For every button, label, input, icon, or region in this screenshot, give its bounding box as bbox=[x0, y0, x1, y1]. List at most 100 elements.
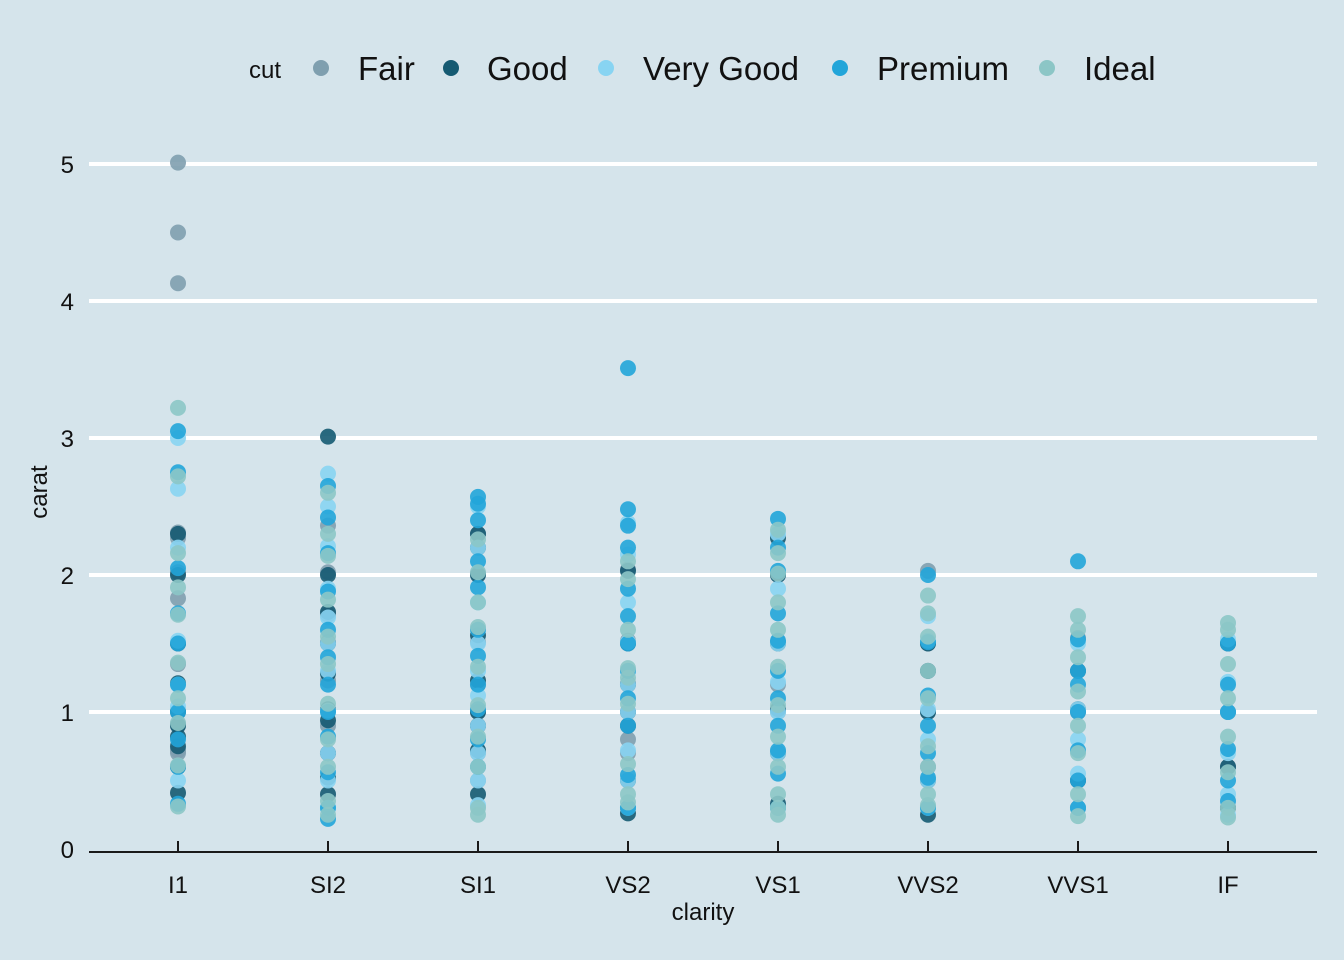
data-point bbox=[770, 521, 786, 538]
data-point bbox=[170, 704, 186, 720]
data-point bbox=[320, 465, 336, 482]
legend-label: Good bbox=[487, 50, 568, 87]
data-point bbox=[320, 567, 336, 583]
data-point bbox=[920, 786, 936, 803]
data-point bbox=[620, 635, 636, 652]
data-point bbox=[1220, 809, 1236, 826]
data-point bbox=[470, 717, 486, 734]
legend-label: Fair bbox=[358, 50, 415, 87]
data-point bbox=[170, 480, 186, 497]
data-point bbox=[920, 662, 936, 679]
data-point bbox=[1220, 764, 1236, 781]
data-point bbox=[1070, 621, 1086, 638]
x-tick-label: SI1 bbox=[460, 872, 496, 899]
data-point bbox=[1220, 676, 1236, 693]
data-point bbox=[620, 695, 636, 712]
data-point bbox=[620, 794, 636, 811]
data-point bbox=[320, 758, 336, 775]
data-point bbox=[470, 564, 486, 581]
data-point bbox=[920, 717, 936, 734]
x-tick-label: VS2 bbox=[605, 872, 650, 899]
data-point bbox=[1070, 772, 1086, 789]
data-points bbox=[170, 154, 1236, 827]
data-point bbox=[470, 512, 486, 529]
data-point bbox=[170, 579, 186, 596]
legend-label: Ideal bbox=[1084, 50, 1156, 87]
data-point bbox=[320, 484, 336, 501]
data-point bbox=[770, 758, 786, 775]
x-tick-label: IF bbox=[1217, 872, 1238, 899]
data-point bbox=[620, 731, 636, 748]
data-point bbox=[920, 567, 936, 583]
data-point bbox=[170, 606, 186, 623]
data-point bbox=[620, 717, 636, 734]
data-point bbox=[920, 738, 936, 755]
y-tick-label: 1 bbox=[61, 700, 74, 727]
data-point bbox=[170, 154, 186, 171]
data-point bbox=[170, 590, 186, 607]
data-point bbox=[1070, 649, 1086, 666]
data-point bbox=[770, 786, 786, 803]
data-point bbox=[770, 742, 786, 759]
data-point bbox=[1070, 745, 1086, 762]
x-axis-ticks: I1 SI2 SI1 VS2 VS1 VVS2 VVS1 IF bbox=[168, 841, 1239, 899]
data-point bbox=[170, 798, 186, 815]
data-point bbox=[770, 632, 786, 649]
legend-swatch bbox=[598, 60, 614, 76]
data-point bbox=[770, 565, 786, 582]
data-point bbox=[320, 609, 336, 626]
data-point bbox=[1070, 662, 1086, 679]
data-point bbox=[470, 647, 486, 664]
data-point bbox=[620, 767, 636, 784]
data-point bbox=[770, 510, 786, 527]
data-point bbox=[470, 758, 486, 775]
data-point bbox=[620, 742, 636, 759]
x-tick-label: SI2 bbox=[310, 872, 346, 899]
data-point bbox=[770, 806, 786, 823]
gridlines bbox=[89, 162, 1317, 714]
data-point bbox=[1220, 690, 1236, 707]
data-point bbox=[620, 553, 636, 570]
data-point bbox=[920, 605, 936, 622]
data-point bbox=[1220, 728, 1236, 745]
data-point bbox=[1220, 621, 1236, 638]
data-point bbox=[170, 635, 186, 652]
data-point bbox=[620, 608, 636, 625]
data-point bbox=[320, 428, 336, 445]
y-tick-label: 3 bbox=[61, 426, 74, 453]
legend-swatch bbox=[313, 60, 329, 76]
data-point bbox=[320, 525, 336, 542]
data-point bbox=[320, 591, 336, 608]
data-point bbox=[620, 360, 636, 377]
data-point bbox=[470, 495, 486, 512]
data-point bbox=[470, 806, 486, 823]
data-point bbox=[470, 531, 486, 548]
data-point bbox=[920, 587, 936, 604]
data-point bbox=[470, 579, 486, 596]
data-point bbox=[470, 728, 486, 745]
data-point bbox=[470, 553, 486, 570]
data-point bbox=[170, 784, 186, 801]
data-point bbox=[470, 635, 486, 652]
data-point bbox=[320, 695, 336, 712]
data-point bbox=[170, 654, 186, 671]
x-tick-label: VVS1 bbox=[1047, 872, 1108, 899]
y-tick-label: 0 bbox=[61, 837, 74, 864]
data-point bbox=[770, 594, 786, 611]
data-point bbox=[620, 517, 636, 534]
legend-item-fair: Fair bbox=[313, 50, 415, 87]
data-point bbox=[770, 605, 786, 622]
data-point bbox=[770, 580, 786, 597]
data-point bbox=[1220, 635, 1236, 652]
data-point bbox=[470, 697, 486, 714]
data-point bbox=[170, 731, 186, 748]
data-point bbox=[1070, 704, 1086, 720]
data-point bbox=[1070, 786, 1086, 803]
data-point bbox=[320, 676, 336, 693]
data-point bbox=[770, 673, 786, 690]
data-point bbox=[170, 714, 186, 731]
data-point bbox=[170, 545, 186, 562]
y-tick-label: 5 bbox=[61, 152, 74, 179]
